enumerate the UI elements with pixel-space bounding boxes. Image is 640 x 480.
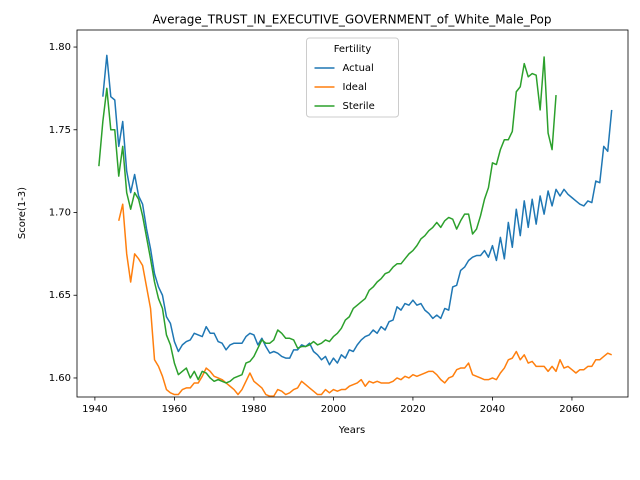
series-line: [98, 56, 557, 384]
y-tick-label: 1.70: [49, 208, 71, 219]
x-tick-label: 2000: [321, 404, 346, 415]
legend-box: [306, 37, 399, 118]
x-tick-label: 1940: [82, 404, 107, 415]
x-tick-label: 2060: [559, 404, 584, 415]
y-axis-label: Score(1-3): [17, 187, 28, 239]
y-tick-label: 1.75: [49, 125, 71, 136]
y-tick-label: 1.60: [49, 373, 71, 384]
x-tick-label: 2020: [400, 404, 425, 415]
legend-title: Fertility: [334, 44, 372, 55]
chart-title: Average_TRUST_IN_EXECUTIVE_GOVERNMENT_of…: [153, 13, 552, 27]
legend-label: Actual: [343, 63, 374, 74]
y-tick-label: 1.80: [49, 42, 71, 53]
x-tick-label: 1960: [162, 404, 187, 415]
series-line: [102, 54, 613, 366]
x-axis-label: Years: [338, 425, 365, 436]
x-tick-label: 1980: [241, 404, 266, 415]
series-line: [118, 203, 612, 397]
x-tick-label: 2040: [480, 404, 505, 415]
legend-label: Ideal: [343, 82, 367, 93]
legend-label: Sterile: [343, 101, 375, 112]
plot-frame: [76, 29, 629, 398]
y-tick-label: 1.65: [49, 290, 71, 301]
